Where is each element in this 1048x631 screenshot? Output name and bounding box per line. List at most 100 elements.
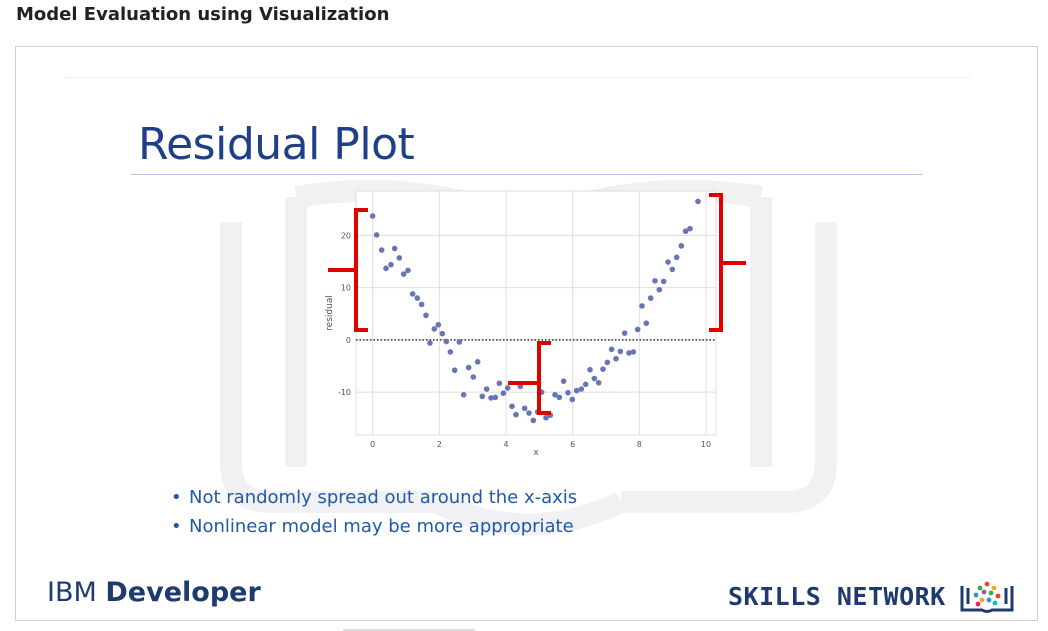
scatter-point <box>595 379 602 386</box>
scatter-point <box>396 255 403 261</box>
scatter-point <box>552 391 558 398</box>
ibm-logo-light: IBM <box>47 577 106 608</box>
scatter-point <box>682 228 689 235</box>
x-tick-label: 4 <box>503 440 508 449</box>
scatter-point <box>652 278 658 284</box>
slide-top-divider <box>66 77 971 78</box>
title-underline <box>131 174 923 175</box>
scatter-point <box>604 359 611 366</box>
scatter-point <box>479 393 486 400</box>
scatter-point <box>521 405 528 412</box>
scatter-point <box>526 410 532 416</box>
scatter-point <box>414 295 421 301</box>
scatter-point <box>465 364 472 371</box>
red-brackets <box>328 193 746 415</box>
scatter-point <box>509 403 515 410</box>
slide-title: Residual Plot <box>138 119 415 170</box>
plot-background <box>355 190 717 436</box>
scatter-point <box>530 417 537 424</box>
scatter-point <box>418 301 425 308</box>
scatter-point <box>460 391 467 398</box>
scatter-point <box>678 243 685 249</box>
scatter-point <box>573 387 580 394</box>
scatter-point <box>492 394 499 401</box>
scatter-point <box>483 386 490 392</box>
page-heading: Model Evaluation using Visualization <box>16 4 390 25</box>
bullet-list: • Not randomly spread out around the x-ax… <box>171 483 577 541</box>
scatter-point <box>673 254 680 261</box>
scatter-point <box>569 396 576 403</box>
y-tick-label: -10 <box>338 388 351 397</box>
x-tick-label: 10 <box>701 440 711 449</box>
scatter-point <box>513 411 519 418</box>
scatter-point <box>383 265 389 272</box>
scatter-point <box>391 245 398 252</box>
scatter-point <box>565 389 571 396</box>
y-tick-label: 10 <box>341 284 351 293</box>
bullet-dot: • <box>171 487 182 508</box>
scatter-point <box>373 232 380 238</box>
scatter-point <box>447 349 454 355</box>
scatter-point <box>617 348 624 355</box>
scatter-point <box>634 326 641 333</box>
left-red-bracket <box>328 208 368 332</box>
y-tick-label: 0 <box>346 336 351 345</box>
scatter-point <box>600 366 606 372</box>
x-tick-label: 2 <box>437 440 442 449</box>
scatter-points <box>369 198 701 424</box>
scatter-point <box>695 198 701 205</box>
bullet-text: Not randomly spread out around the x-axi… <box>189 487 578 508</box>
ibm-developer-logo: IBM Developer <box>47 577 261 608</box>
scatter-point <box>474 359 481 365</box>
scatter-point <box>431 326 438 332</box>
scatter-point <box>560 378 567 384</box>
scatter-point <box>621 330 628 336</box>
scatter-point <box>369 213 376 219</box>
scatter-point <box>456 339 463 345</box>
scatter-point <box>504 385 511 391</box>
scatter-point <box>543 414 549 421</box>
scatter-point <box>423 312 429 319</box>
scatter-point <box>643 320 650 326</box>
scatter-point <box>613 355 619 362</box>
scatter-point <box>647 295 654 301</box>
scatter-point <box>427 340 433 346</box>
skills-network-logo: SKILLS NETWORK <box>728 578 1016 614</box>
book-tree-icon <box>960 581 1014 613</box>
scatter-point <box>388 261 394 268</box>
x-tick-label: 0 <box>370 440 375 449</box>
scatter-point <box>400 271 407 277</box>
scatter-point <box>591 375 598 382</box>
scatter-point <box>656 286 663 293</box>
scatter-point <box>496 380 503 387</box>
scatter-point <box>443 338 450 345</box>
scatter-point <box>409 291 416 297</box>
y-tick-label: 20 <box>341 231 351 240</box>
right-red-bracket <box>709 193 746 332</box>
scatter-point <box>470 374 477 380</box>
scatter-point <box>578 386 585 392</box>
x-tick-label: 8 <box>637 440 642 449</box>
scatter-point <box>517 383 524 390</box>
bullet-text: Nonlinear model may be more appropriate <box>189 516 574 537</box>
skills-network-text: SKILLS NETWORK <box>728 581 946 611</box>
scatter-point <box>587 366 593 373</box>
scatter-point <box>630 349 637 355</box>
scatter-point <box>665 259 671 265</box>
scatter-point <box>582 381 589 388</box>
scatter-point <box>439 330 446 337</box>
scatter-point <box>451 367 458 374</box>
ibm-logo-bold: Developer <box>105 577 261 608</box>
scatter-point <box>687 225 693 232</box>
scatter-point <box>500 390 507 397</box>
scatter-point <box>405 267 411 274</box>
residual-plot: 0 2 4 6 8 10 20 10 0 -10 x residual <box>325 190 746 458</box>
bullet-item: • Nonlinear model may be more appropriate <box>171 512 577 541</box>
scatter-point <box>378 247 385 253</box>
scatter-point <box>435 321 442 328</box>
scrollbar-thumb[interactable] <box>343 629 475 631</box>
scatter-point <box>608 346 615 353</box>
scatter-point <box>669 266 676 273</box>
scatter-point <box>556 394 563 401</box>
scatter-point <box>626 350 632 356</box>
